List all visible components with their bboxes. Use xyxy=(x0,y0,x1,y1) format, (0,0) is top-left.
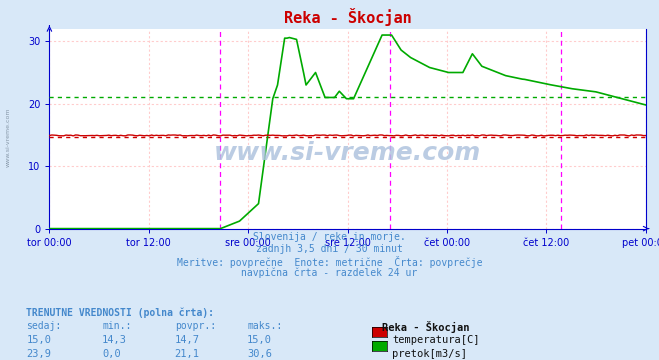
Text: min.:: min.: xyxy=(102,321,132,332)
Text: 21,1: 21,1 xyxy=(175,349,200,359)
Text: TRENUTNE VREDNOSTI (polna črta):: TRENUTNE VREDNOSTI (polna črta): xyxy=(26,308,214,318)
Text: Slovenija / reke in morje.: Slovenija / reke in morje. xyxy=(253,232,406,242)
Text: 14,7: 14,7 xyxy=(175,335,200,345)
Text: pretok[m3/s]: pretok[m3/s] xyxy=(392,349,467,359)
Text: www.si-vreme.com: www.si-vreme.com xyxy=(214,141,481,165)
Text: 30,6: 30,6 xyxy=(247,349,272,359)
Title: Reka - Škocjan: Reka - Škocjan xyxy=(284,8,411,26)
Text: 15,0: 15,0 xyxy=(247,335,272,345)
Text: 0,0: 0,0 xyxy=(102,349,121,359)
Text: Reka - Škocjan: Reka - Škocjan xyxy=(382,321,470,333)
Text: temperatura[C]: temperatura[C] xyxy=(392,335,480,345)
Text: maks.:: maks.: xyxy=(247,321,282,332)
Text: Meritve: povprečne  Enote: metrične  Črta: povprečje: Meritve: povprečne Enote: metrične Črta:… xyxy=(177,256,482,268)
Text: 15,0: 15,0 xyxy=(26,335,51,345)
Text: sedaj:: sedaj: xyxy=(26,321,61,332)
Text: zadnjh 3,5 dni / 30 minut: zadnjh 3,5 dni / 30 minut xyxy=(256,244,403,254)
Text: 14,3: 14,3 xyxy=(102,335,127,345)
Text: 23,9: 23,9 xyxy=(26,349,51,359)
Text: www.si-vreme.com: www.si-vreme.com xyxy=(5,107,11,167)
Text: navpična črta - razdelek 24 ur: navpična črta - razdelek 24 ur xyxy=(241,268,418,278)
Text: povpr.:: povpr.: xyxy=(175,321,215,332)
